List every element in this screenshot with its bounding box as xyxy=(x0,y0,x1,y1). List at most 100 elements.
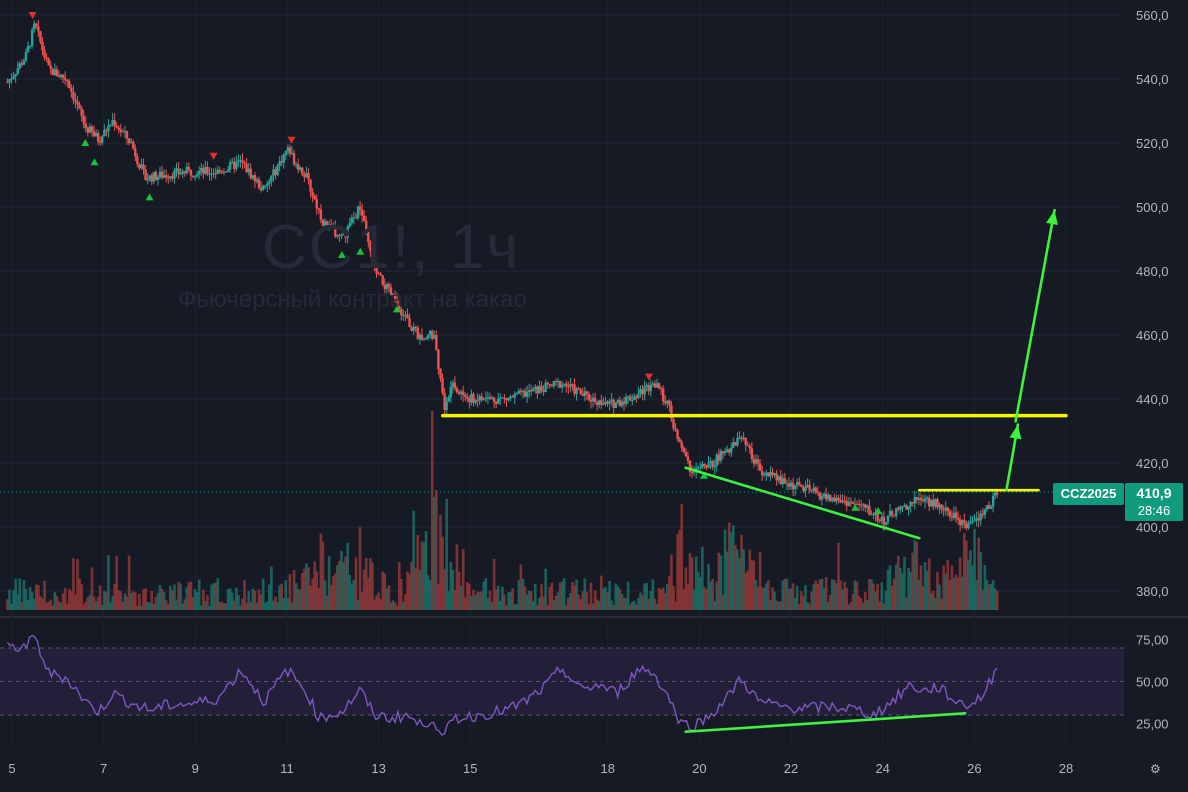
volume-bar xyxy=(34,584,38,610)
volume-bar xyxy=(738,558,741,610)
candle-body xyxy=(628,396,632,401)
buy-signal-icon xyxy=(90,158,99,166)
volume-bar xyxy=(379,598,382,610)
candle-body xyxy=(717,454,721,461)
candle-body xyxy=(983,509,987,515)
candle-body xyxy=(383,285,386,290)
volume-bar xyxy=(187,582,191,610)
candle-body xyxy=(884,522,888,525)
volume-bar xyxy=(958,557,962,610)
volume-bar xyxy=(397,561,401,610)
volume-bar xyxy=(10,603,13,610)
volume-bar xyxy=(488,590,492,610)
candle-body xyxy=(822,493,826,497)
candle-body xyxy=(146,179,149,181)
drawing-annotations[interactable] xyxy=(441,208,1068,734)
volume-bar xyxy=(32,598,36,610)
candle-body xyxy=(268,181,271,184)
volume-bar xyxy=(569,593,572,610)
volume-bar xyxy=(620,593,624,610)
volume-bar xyxy=(57,601,61,610)
candle-body xyxy=(129,141,133,144)
candle-body xyxy=(472,394,475,403)
candle-body xyxy=(14,73,17,77)
candle-body xyxy=(515,393,518,395)
candle-body xyxy=(121,131,125,133)
candle-body xyxy=(925,497,929,499)
volume-bar xyxy=(494,589,498,610)
candle-body xyxy=(804,487,807,492)
candle-body xyxy=(845,500,848,506)
sell-signal-icon xyxy=(287,136,296,144)
volume-bar xyxy=(418,569,422,610)
candle-body xyxy=(595,402,599,406)
candle-body xyxy=(742,437,745,440)
volume-bar xyxy=(635,604,638,610)
volume-bar xyxy=(544,568,547,610)
candle-body xyxy=(991,495,995,507)
volume-bar xyxy=(721,594,725,610)
candle-body xyxy=(313,195,316,200)
volume-bar xyxy=(202,589,205,610)
time-tick-label: 24 xyxy=(875,761,889,776)
volume-bar xyxy=(490,601,494,610)
candle-body xyxy=(709,460,712,463)
volume-bar xyxy=(729,532,733,610)
volume-bar xyxy=(224,603,228,610)
volume-bar xyxy=(853,580,857,610)
volume-bar xyxy=(515,604,519,610)
volume-bar xyxy=(356,599,360,610)
candle-body xyxy=(839,499,842,503)
candle-body xyxy=(954,512,958,518)
candle-body xyxy=(189,169,193,176)
volume-bar xyxy=(525,594,529,610)
candle-body xyxy=(160,171,164,178)
settings-gear-icon[interactable]: ⚙ xyxy=(1150,762,1161,776)
candle-body xyxy=(701,463,704,468)
candle-body xyxy=(294,164,298,166)
candle-body xyxy=(738,437,741,439)
candle-body xyxy=(750,448,754,459)
volume-bar xyxy=(666,584,669,610)
volume-bar xyxy=(334,573,337,610)
volume-bar xyxy=(789,588,793,610)
candle-body xyxy=(197,171,201,175)
price-axis[interactable]: 560,0 540,0 520,0 500,0 480,0 460,0 440,0 420,0… xyxy=(1136,8,1169,731)
volume-bar xyxy=(364,557,368,610)
volume-bar xyxy=(562,578,566,610)
candle-body xyxy=(868,505,871,515)
candle-body xyxy=(672,419,675,429)
candle-body xyxy=(921,500,925,502)
candle-body xyxy=(204,167,207,174)
volume-bar xyxy=(975,579,978,610)
candle-body xyxy=(653,383,657,388)
volume-bar xyxy=(12,590,15,610)
candle-body xyxy=(575,388,578,395)
candle-body xyxy=(249,168,252,179)
candle-body xyxy=(74,99,77,102)
time-axis[interactable]: 5 7 9 11 13 15 18 20 22 24 26 28 xyxy=(8,761,1073,776)
volume-bar xyxy=(344,556,347,610)
candle-body xyxy=(727,449,731,453)
candle-body xyxy=(200,167,203,172)
candle-body xyxy=(907,506,910,510)
candle-body xyxy=(488,396,492,399)
volume-bar xyxy=(991,580,995,610)
volume-bar xyxy=(752,560,756,610)
candle-body xyxy=(278,161,281,166)
volume-bar xyxy=(51,605,55,610)
candle-body xyxy=(552,380,556,387)
volume-bar xyxy=(259,594,263,610)
candle-body xyxy=(257,179,261,188)
watermark-description: Фьючерсный контракт на какао xyxy=(178,286,527,313)
volume-bar xyxy=(175,599,178,610)
volume-bar xyxy=(661,587,665,610)
volume-bar xyxy=(608,580,611,610)
volume-bar xyxy=(399,578,403,610)
candle-body xyxy=(816,492,820,494)
volume-bar xyxy=(179,583,182,610)
volume-bar xyxy=(377,592,380,610)
candle-body xyxy=(950,516,954,518)
volume-bar xyxy=(767,580,770,610)
